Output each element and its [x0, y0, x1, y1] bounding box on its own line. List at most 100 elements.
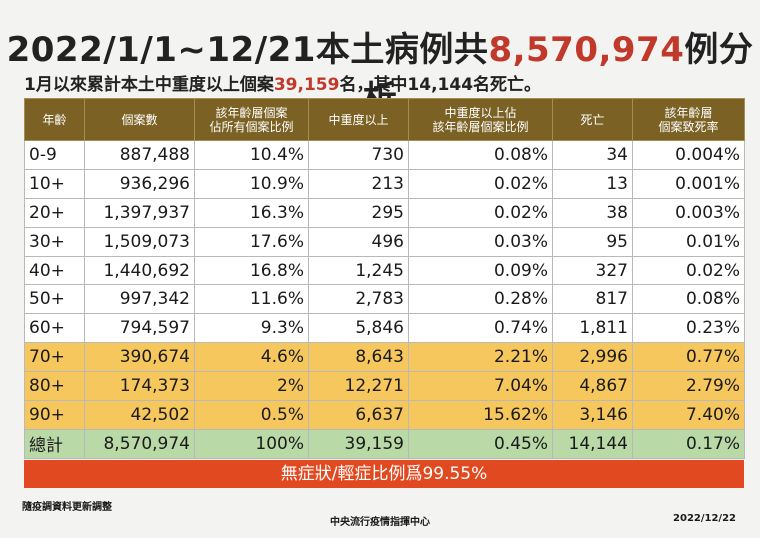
table-cell: 2,996: [552, 342, 633, 373]
table-cell: 0.74%: [408, 313, 553, 344]
table-cell: 295: [308, 197, 409, 228]
age-group-cell: 20+: [24, 197, 85, 228]
table-cell: 0.004%: [632, 140, 745, 170]
age-statistics-table: 年齡 個案數 該年齡層個案 佔所有個案比例 中重度以上 中重度以上佔 該年齡層個案比例 死亡該…: [24, 98, 745, 459]
footer-note: 隨疫調資料更新調整: [22, 502, 112, 513]
table-row: 10+ 936,296 10.9% 213 0.02% 13 0.001%: [24, 168, 745, 199]
table-cell: 15.62%: [408, 400, 553, 430]
table-cell: 3,146: [552, 400, 633, 430]
title-case-count: 8,570,974: [488, 30, 685, 70]
page-subtitle: 1月以來累計本土中重度以上個案39,159名，其中14,144名死亡。: [24, 70, 744, 95]
table-cell: 38: [552, 197, 633, 228]
age-group-cell: 80+: [24, 371, 85, 402]
table-row: 0-9 887,488 10.4% 730 0.08% 34 0.004%: [24, 140, 745, 170]
table-cell: 0.28%: [408, 284, 553, 315]
age-group-cell: 總計: [24, 428, 85, 459]
table-row: 70+ 390,674 4.6% 8,643 2.21% 2,996 0.77%: [24, 342, 745, 373]
table-row: 80+ 174,373 2% 12,271 7.04% 4,867 2.79%: [24, 371, 745, 402]
age-group-cell: 40+: [24, 255, 85, 286]
table-cell: 4,867: [552, 371, 633, 402]
table-total-row: 總計 8,570,974 100% 39,159 0.45% 14,144 0.17%: [24, 428, 745, 459]
table-cell: 0.45%: [408, 428, 553, 459]
column-header: 中重度以上: [308, 98, 409, 141]
table-cell: 2.79%: [632, 371, 745, 402]
table-cell: 1,811: [552, 313, 633, 344]
table-cell: 174,373: [84, 371, 195, 402]
column-header: 該年齡層個案 佔所有個案比例: [194, 98, 309, 141]
table-row: 60+ 794,597 9.3% 5,846 0.74% 1,811 0.23%: [24, 313, 745, 344]
footer-date: 2022/12/22: [673, 513, 736, 524]
table-cell: 16.3%: [194, 197, 309, 228]
age-group-cell: 30+: [24, 226, 85, 257]
age-group-cell: 10+: [24, 168, 85, 199]
table-cell: 14,144: [552, 428, 633, 459]
column-header: 該年齡層 個案致死率: [632, 98, 745, 141]
table-cell: 11.6%: [194, 284, 309, 315]
table-cell: 7.40%: [632, 400, 745, 430]
table-cell: 10.9%: [194, 168, 309, 199]
table-cell: 0.003%: [632, 197, 745, 228]
table-cell: 1,397,937: [84, 197, 195, 228]
age-group-cell: 60+: [24, 313, 85, 344]
column-header: 年齡: [24, 98, 85, 141]
table-cell: 0.77%: [632, 342, 745, 373]
table-cell: 1,245: [308, 255, 409, 286]
table-cell: 887,488: [84, 140, 195, 170]
table-cell: 6,637: [308, 400, 409, 430]
table-cell: 5,846: [308, 313, 409, 344]
table-cell: 1,509,073: [84, 226, 195, 257]
table-cell: 0.02%: [408, 168, 553, 199]
table-cell: 0.08%: [632, 284, 745, 315]
age-group-cell: 50+: [24, 284, 85, 315]
column-header: 個案數: [84, 98, 195, 141]
table-row: 30+ 1,509,073 17.6% 496 0.03% 95 0.01%: [24, 226, 745, 257]
table-row: 20+ 1,397,937 16.3% 295 0.02% 38 0.003%: [24, 197, 745, 228]
table-cell: 2%: [194, 371, 309, 402]
table-cell: 0.23%: [632, 313, 745, 344]
table-cell: 9.3%: [194, 313, 309, 344]
table-cell: 8,570,974: [84, 428, 195, 459]
table-cell: 496: [308, 226, 409, 257]
table-body: 0-9 887,488 10.4% 730 0.08% 34 0.004% 10+ 936,29…: [24, 140, 745, 459]
table-cell: 34: [552, 140, 633, 170]
table-cell: 0.03%: [408, 226, 553, 257]
table-cell: 1,440,692: [84, 255, 195, 286]
table-row: 90+ 42,502 0.5% 6,637 15.62% 3,146 7.40%: [24, 400, 745, 430]
table-row: 50+ 997,342 11.6% 2,783 0.28% 817 0.08%: [24, 284, 745, 315]
table-cell: 794,597: [84, 313, 195, 344]
table-cell: 95: [552, 226, 633, 257]
age-group-cell: 0-9: [24, 140, 85, 170]
table-cell: 42,502: [84, 400, 195, 430]
table-cell: 7.04%: [408, 371, 553, 402]
table-cell: 0.08%: [408, 140, 553, 170]
column-header: 死亡: [552, 98, 633, 141]
table-cell: 0.001%: [632, 168, 745, 199]
table-cell: 12,271: [308, 371, 409, 402]
table-cell: 0.02%: [632, 255, 745, 286]
table-cell: 100%: [194, 428, 309, 459]
table-cell: 0.01%: [632, 226, 745, 257]
table-cell: 13: [552, 168, 633, 199]
table-cell: 0.5%: [194, 400, 309, 430]
table-cell: 4.6%: [194, 342, 309, 373]
table-row: 40+ 1,440,692 16.8% 1,245 0.09% 327 0.02%: [24, 255, 745, 286]
table-cell: 327: [552, 255, 633, 286]
table-cell: 2,783: [308, 284, 409, 315]
asymptomatic-ratio-banner: 無症狀/輕症比例爲99.55%: [24, 460, 744, 488]
table-header-row: 年齡 個案數 該年齡層個案 佔所有個案比例 中重度以上 中重度以上佔 該年齡層個案比例 死亡該…: [24, 98, 745, 141]
table-cell: 730: [308, 140, 409, 170]
age-group-cell: 70+: [24, 342, 85, 373]
table-cell: 8,643: [308, 342, 409, 373]
page-title: 2022/1/1~12/21本土病例共8,570,974例分析: [0, 22, 760, 120]
table-cell: 10.4%: [194, 140, 309, 170]
table-cell: 17.6%: [194, 226, 309, 257]
table-cell: 16.8%: [194, 255, 309, 286]
subtitle-suffix: 名，其中14,144名死亡。: [339, 75, 542, 95]
table-cell: 213: [308, 168, 409, 199]
table-cell: 936,296: [84, 168, 195, 199]
table-cell: 0.09%: [408, 255, 553, 286]
title-prefix: 2022/1/1~12/21本土病例共: [6, 30, 489, 70]
age-group-cell: 90+: [24, 400, 85, 430]
table-cell: 0.02%: [408, 197, 553, 228]
table-cell: 2.21%: [408, 342, 553, 373]
